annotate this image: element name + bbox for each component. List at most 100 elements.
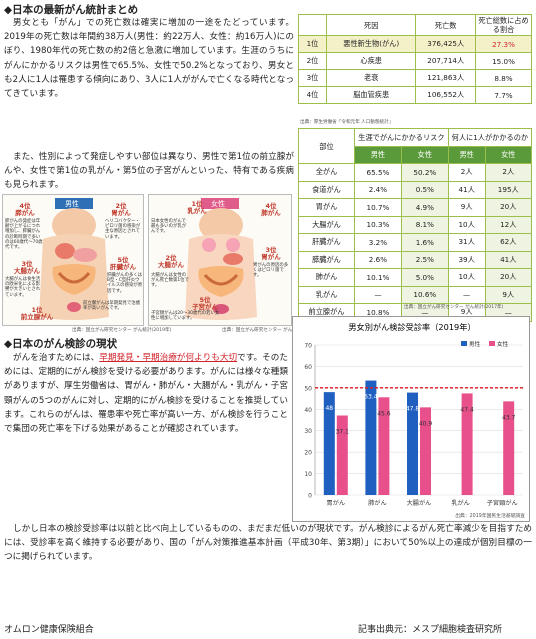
table-cell: 2.6% <box>354 250 402 269</box>
table-cell: 2.5% <box>400 250 449 269</box>
x-tick-label: 大腸がん <box>407 499 432 507</box>
data-label: 45.6 <box>377 410 391 417</box>
table2-header-male-2: 男性 <box>447 145 486 164</box>
table-cell: 10.3% <box>354 215 402 234</box>
table-cell: 肝臓がん <box>298 233 355 252</box>
table-row: 全がん 65.5% 50.2% 2人 2人 <box>298 163 533 182</box>
x-tick-label: 胃がん <box>327 499 346 507</box>
table-cell: 2位 <box>298 52 327 70</box>
table-cell: 10人 <box>447 268 486 287</box>
table-cell: 10.1% <box>354 268 402 287</box>
female-note-3: 胃がんの原因の多くはピロリ菌です。 <box>253 263 289 279</box>
table-cell: 心疾患 <box>325 52 417 70</box>
y-tick-label: 50 <box>304 385 312 392</box>
table-cell: 20人 <box>484 268 533 287</box>
female-organ-illustration: 女性 1位 乳がん 4位 肺がん 2位 大腸がん 3位 胃がん 5位 子宮がん … <box>148 194 292 326</box>
female-note-1: 日本女性のがんで最も多いのが乳がんです。 <box>151 219 187 235</box>
section2-p1-after: です。そのためには、定期的にがん検診を受ける必要があります。がんには様々な種類が… <box>4 353 288 435</box>
table-cell: 3位 <box>298 69 327 87</box>
male-rank4-tag: 4位 膵がん <box>15 202 35 217</box>
data-label: 48 <box>325 405 333 412</box>
female-rank1-tag: 1位 乳がん <box>187 200 207 215</box>
table-row: 4位 脳血管疾患 106,552人 7.7% <box>298 86 532 104</box>
y-tick-label: 70 <box>304 343 312 350</box>
table-cell: 27.3% <box>475 35 532 53</box>
table2-header-female-2: 女性 <box>484 145 533 164</box>
table-cell: 10.7% <box>354 198 402 217</box>
bar <box>420 407 431 495</box>
table-cell: 1.6% <box>400 233 449 252</box>
table-cell: 376,425人 <box>415 35 476 53</box>
footer-source: 記事出典元：メスプ細胞検査研究所 <box>358 625 503 635</box>
bar <box>407 392 418 495</box>
death-cause-table: 死因 死亡数 死亡総数に占める割合 1位 悪性新生物(がん) 376,425人 … <box>298 14 532 104</box>
section2-paragraph-1: がんを治すためには、早期発見・早期治療が何よりも大切です。そのためには、定期的に… <box>4 351 288 436</box>
table-cell: 195人 <box>484 180 533 199</box>
y-tick-label: 20 <box>304 450 312 457</box>
legend-swatch <box>461 341 467 346</box>
male-note-2: ヘリコバクター・ピロリ菌の感染が主な原因とされています。 <box>105 219 141 240</box>
table-cell: 膵臓がん <box>298 250 355 269</box>
male-rank5-tag: 5位 肝臓がん <box>110 256 136 271</box>
bar <box>336 415 348 495</box>
female-note-5: 子宮頸がんは20〜30歳代の若い女性に増加しています。 <box>151 311 220 322</box>
section2-paragraph-2: しかし日本の検診受診率は以前と比べ向上しているものの、まだまだ低いのが現状です。… <box>4 524 532 563</box>
table-row: 肝臓がん 3.2% 1.6% 31人 62人 <box>298 233 533 252</box>
section1-paragraph-1: 男女とも「がん」での死亡数は確実に増加の一途をたどっています。2019年の死亡数… <box>4 18 294 100</box>
y-tick-label: 40 <box>304 407 312 414</box>
section2-p1-highlight: 早期発見・早期治療が何よりも大切 <box>99 353 238 363</box>
table-cell: 12人 <box>484 215 533 234</box>
table1-header-ratio: 死亡総数に占める割合 <box>475 14 532 36</box>
table-cell: 50.2% <box>400 163 449 182</box>
y-tick-label: 60 <box>304 364 312 371</box>
x-tick-label: 乳がん <box>451 499 470 507</box>
table-cell: 乳がん <box>298 285 355 304</box>
screening-rate-chart: 男女別がん検診受診率（2019年） 0 10 20 30 40 50 60 70 胃がん 48 37.… <box>292 316 530 522</box>
y-tick-label: 10 <box>304 471 312 478</box>
female-rank3-tag: 3位 胃がん <box>261 246 281 261</box>
bar <box>503 401 515 495</box>
table-cell: 3.2% <box>354 233 402 252</box>
male-label: 男性 <box>65 200 79 208</box>
table-cell: 肺がん <box>298 268 355 287</box>
data-label: 37.1 <box>336 429 350 436</box>
table-cell: 10人 <box>447 215 486 234</box>
table-cell: 悪性新生物(がん) <box>325 35 417 53</box>
female-illustration-source: 出典：国立がん研究センター がん統計(2019年) <box>222 328 322 333</box>
female-body-figure <box>185 198 257 320</box>
table-cell: — <box>447 285 486 304</box>
x-tick-label: 子宮頸がん <box>487 499 518 507</box>
table-cell: 4位 <box>298 86 327 104</box>
bar <box>323 392 335 495</box>
table-cell: 121,863人 <box>415 69 476 87</box>
footer-organization: オムロン健康保険組合 <box>4 625 94 635</box>
table-cell: 大腸がん <box>298 215 355 234</box>
bar <box>365 380 377 495</box>
table-cell: 8.8% <box>475 69 532 87</box>
table-cell: 106,552人 <box>415 86 476 104</box>
y-tick-label: 0 <box>308 493 312 500</box>
data-label: 53.4 <box>364 394 378 401</box>
table-cell: 2人 <box>484 163 533 182</box>
table-cell: 207,714人 <box>415 52 476 70</box>
table-cell: 胃がん <box>298 198 355 217</box>
legend-swatch <box>489 341 495 346</box>
table1-header-rank <box>298 14 327 36</box>
table2-source: 出典：国立がん研究センター がん統計(2017年) <box>404 305 504 310</box>
table-row: 肺がん 10.1% 5.0% 10人 20人 <box>298 268 533 287</box>
bar <box>378 397 390 495</box>
male-organ-illustration: 男性 4位 膵がん 2位 胃がん 3位 大腸がん 5位 肝臓がん 1位 前立腺が… <box>2 194 144 326</box>
legend-label: 女性 <box>497 340 509 348</box>
table-cell: 脳血管疾患 <box>325 86 417 104</box>
male-note-4: 膵がんの発症は年齢が上がるにつれ増加し、膵臓がんの診断時期で多いのは60歳代〜7… <box>5 219 43 251</box>
male-note-1: 前立腺がんは早期発見で治癒率が高いがんです。 <box>83 301 141 312</box>
table-cell: 39人 <box>447 250 486 269</box>
data-label: 43.7 <box>502 414 516 421</box>
table-cell: 9人 <box>447 198 486 217</box>
table-cell: 2.4% <box>354 180 402 199</box>
table-row: 乳がん —10.6% —9人 <box>298 285 533 304</box>
table1-header-cause: 死因 <box>325 14 417 36</box>
table2-header-male: 男性 <box>354 145 402 164</box>
table-cell: 15.0% <box>475 52 532 70</box>
table-cell: 41人 <box>484 250 533 269</box>
